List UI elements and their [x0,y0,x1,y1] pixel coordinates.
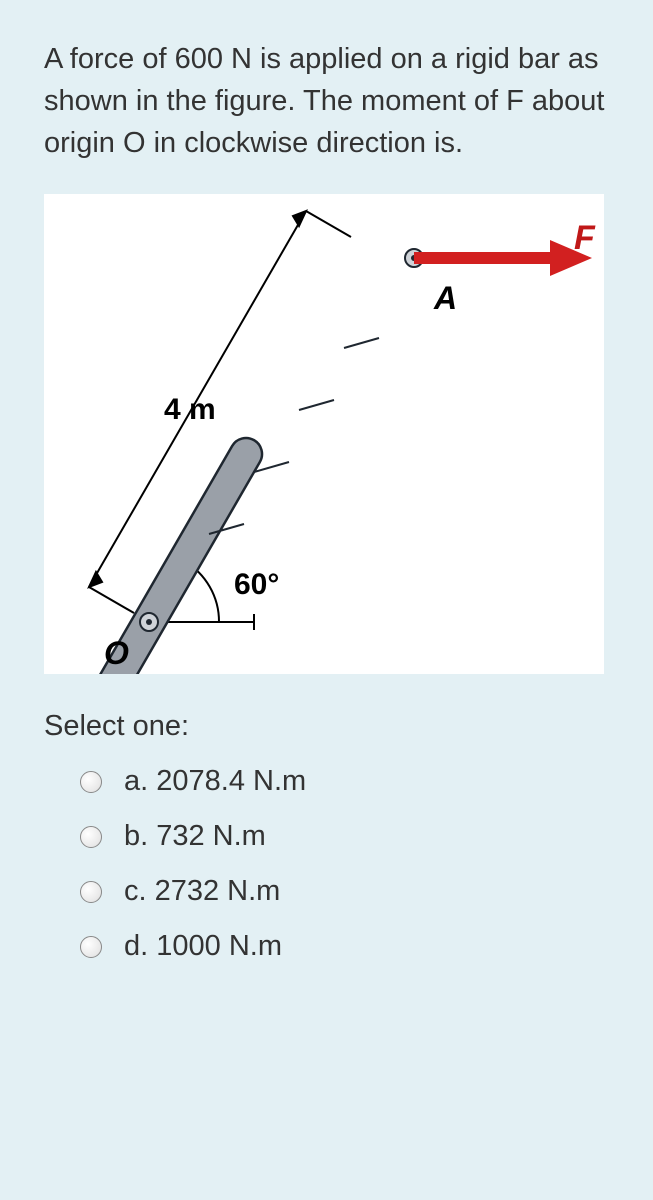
length-label: 4 m [164,393,216,426]
option-label: c. 2732 N.m [124,875,280,908]
radio-icon[interactable] [80,881,102,903]
dimension-line [89,211,351,613]
radio-icon[interactable] [80,771,102,793]
option-d[interactable]: d. 1000 N.m [44,930,615,963]
figure-svg: 60° 4 m [44,194,604,674]
options-list: a. 2078.4 N.m b. 732 N.m c. 2732 N.m d. … [44,765,615,963]
rigid-bar [44,249,423,674]
question-text: A force of 600 N is applied on a rigid b… [44,38,615,164]
force-arrow [414,240,592,276]
angle-label: 60° [234,568,279,601]
option-a[interactable]: a. 2078.4 N.m [44,765,615,798]
origin-label: O [104,635,129,671]
option-c[interactable]: c. 2732 N.m [44,875,615,908]
end-label: A [433,280,457,316]
force-label: F [574,219,596,257]
option-label: a. 2078.4 N.m [124,765,306,798]
figure-container: 60° 4 m [44,194,604,674]
option-b[interactable]: b. 732 N.m [44,820,615,853]
radio-icon[interactable] [80,826,102,848]
option-label: b. 732 N.m [124,820,266,853]
option-label: d. 1000 N.m [124,930,282,963]
radio-icon[interactable] [80,936,102,958]
select-prompt: Select one: [44,710,615,743]
